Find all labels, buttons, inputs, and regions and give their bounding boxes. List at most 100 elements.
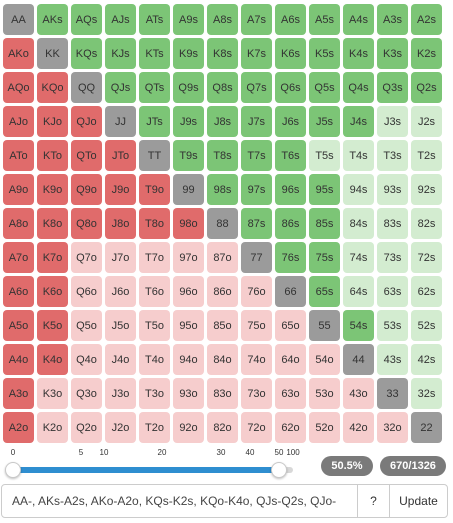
hand-cell-j2s[interactable]: J2s (411, 106, 442, 137)
range-text-input[interactable] (2, 485, 357, 517)
hand-cell-95s[interactable]: 95s (309, 174, 340, 205)
update-button[interactable]: Update (389, 485, 447, 517)
hand-cell-k8s[interactable]: K8s (207, 38, 238, 69)
hand-cell-j9s[interactable]: J9s (173, 106, 204, 137)
hand-cell-q9o[interactable]: Q9o (71, 174, 102, 205)
hand-cell-76o[interactable]: 76o (241, 276, 272, 307)
hand-cell-82o[interactable]: 82o (207, 412, 238, 443)
hand-cell-aks[interactable]: AKs (37, 4, 68, 35)
hand-cell-87o[interactable]: 87o (207, 242, 238, 273)
hand-cell-k2o[interactable]: K2o (37, 412, 68, 443)
hand-cell-k8o[interactable]: K8o (37, 208, 68, 239)
hand-cell-73s[interactable]: 73s (377, 242, 408, 273)
hand-cell-kqo[interactable]: KQo (37, 72, 68, 103)
hand-cell-66[interactable]: 66 (275, 276, 306, 307)
hand-cell-k9o[interactable]: K9o (37, 174, 68, 205)
hand-cell-ato[interactable]: ATo (3, 140, 34, 171)
hand-cell-55[interactable]: 55 (309, 310, 340, 341)
hand-cell-87s[interactable]: 87s (241, 208, 272, 239)
hand-cell-74s[interactable]: 74s (343, 242, 374, 273)
hand-cell-a3o[interactable]: A3o (3, 378, 34, 409)
hand-cell-qjs[interactable]: QJs (105, 72, 136, 103)
hand-cell-kjo[interactable]: KJo (37, 106, 68, 137)
hand-cell-a8o[interactable]: A8o (3, 208, 34, 239)
hand-cell-kk[interactable]: KK (37, 38, 68, 69)
hand-cell-j7o[interactable]: J7o (105, 242, 136, 273)
hand-cell-k5s[interactable]: K5s (309, 38, 340, 69)
hand-cell-q7o[interactable]: Q7o (71, 242, 102, 273)
hand-cell-ats[interactable]: ATs (139, 4, 170, 35)
hand-cell-a2s[interactable]: A2s (411, 4, 442, 35)
hand-cell-62o[interactable]: 62o (275, 412, 306, 443)
hand-cell-75o[interactable]: 75o (241, 310, 272, 341)
slider-handle-min[interactable] (5, 462, 21, 478)
hand-cell-95o[interactable]: 95o (173, 310, 204, 341)
hand-cell-j6s[interactable]: J6s (275, 106, 306, 137)
hand-cell-k4s[interactable]: K4s (343, 38, 374, 69)
hand-cell-q6s[interactable]: Q6s (275, 72, 306, 103)
hand-cell-j8o[interactable]: J8o (105, 208, 136, 239)
hand-cell-a9o[interactable]: A9o (3, 174, 34, 205)
hand-cell-k6o[interactable]: K6o (37, 276, 68, 307)
hand-cell-q8o[interactable]: Q8o (71, 208, 102, 239)
hand-cell-a8s[interactable]: A8s (207, 4, 238, 35)
hand-cell-54s[interactable]: 54s (343, 310, 374, 341)
hand-cell-a3s[interactable]: A3s (377, 4, 408, 35)
hand-cell-73o[interactable]: 73o (241, 378, 272, 409)
hand-cell-kto[interactable]: KTo (37, 140, 68, 171)
hand-cell-44[interactable]: 44 (343, 344, 374, 375)
hand-cell-64o[interactable]: 64o (275, 344, 306, 375)
hand-cell-q5s[interactable]: Q5s (309, 72, 340, 103)
hand-cell-t5o[interactable]: T5o (139, 310, 170, 341)
hand-cell-qto[interactable]: QTo (71, 140, 102, 171)
hand-cell-k2s[interactable]: K2s (411, 38, 442, 69)
hand-cell-72o[interactable]: 72o (241, 412, 272, 443)
hand-cell-j4o[interactable]: J4o (105, 344, 136, 375)
hand-cell-65o[interactable]: 65o (275, 310, 306, 341)
hand-cell-83o[interactable]: 83o (207, 378, 238, 409)
hand-cell-k7s[interactable]: K7s (241, 38, 272, 69)
hand-cell-t6o[interactable]: T6o (139, 276, 170, 307)
hand-cell-33[interactable]: 33 (377, 378, 408, 409)
hand-cell-jj[interactable]: JJ (105, 106, 136, 137)
hand-cell-t8o[interactable]: T8o (139, 208, 170, 239)
hand-cell-86o[interactable]: 86o (207, 276, 238, 307)
hand-cell-k7o[interactable]: K7o (37, 242, 68, 273)
hand-cell-64s[interactable]: 64s (343, 276, 374, 307)
hand-cell-a5s[interactable]: A5s (309, 4, 340, 35)
hand-cell-a6o[interactable]: A6o (3, 276, 34, 307)
hand-cell-85s[interactable]: 85s (309, 208, 340, 239)
hand-cell-q2o[interactable]: Q2o (71, 412, 102, 443)
hand-cell-72s[interactable]: 72s (411, 242, 442, 273)
hand-cell-ako[interactable]: AKo (3, 38, 34, 69)
hand-cell-77[interactable]: 77 (241, 242, 272, 273)
hand-cell-j7s[interactable]: J7s (241, 106, 272, 137)
hand-cell-86s[interactable]: 86s (275, 208, 306, 239)
hand-cell-j3s[interactable]: J3s (377, 106, 408, 137)
hand-cell-a5o[interactable]: A5o (3, 310, 34, 341)
hand-cell-97o[interactable]: 97o (173, 242, 204, 273)
hand-cell-92s[interactable]: 92s (411, 174, 442, 205)
help-button[interactable]: ? (357, 485, 389, 517)
hand-cell-84s[interactable]: 84s (343, 208, 374, 239)
hand-cell-43o[interactable]: 43o (343, 378, 374, 409)
hand-cell-k3s[interactable]: K3s (377, 38, 408, 69)
hand-cell-j8s[interactable]: J8s (207, 106, 238, 137)
slider-handle-max[interactable] (271, 462, 288, 478)
hand-cell-q8s[interactable]: Q8s (207, 72, 238, 103)
hand-cell-tt[interactable]: TT (139, 140, 170, 171)
hand-cell-a2o[interactable]: A2o (3, 412, 34, 443)
hand-cell-22[interactable]: 22 (411, 412, 442, 443)
hand-cell-t4o[interactable]: T4o (139, 344, 170, 375)
hand-cell-92o[interactable]: 92o (173, 412, 204, 443)
hand-cell-76s[interactable]: 76s (275, 242, 306, 273)
hand-cell-53s[interactable]: 53s (377, 310, 408, 341)
hand-cell-32o[interactable]: 32o (377, 412, 408, 443)
hand-cell-k5o[interactable]: K5o (37, 310, 68, 341)
hand-cell-84o[interactable]: 84o (207, 344, 238, 375)
hand-cell-43s[interactable]: 43s (377, 344, 408, 375)
hand-cell-jts[interactable]: JTs (139, 106, 170, 137)
hand-cell-a4o[interactable]: A4o (3, 344, 34, 375)
hand-cell-54o[interactable]: 54o (309, 344, 340, 375)
hand-cell-99[interactable]: 99 (173, 174, 204, 205)
